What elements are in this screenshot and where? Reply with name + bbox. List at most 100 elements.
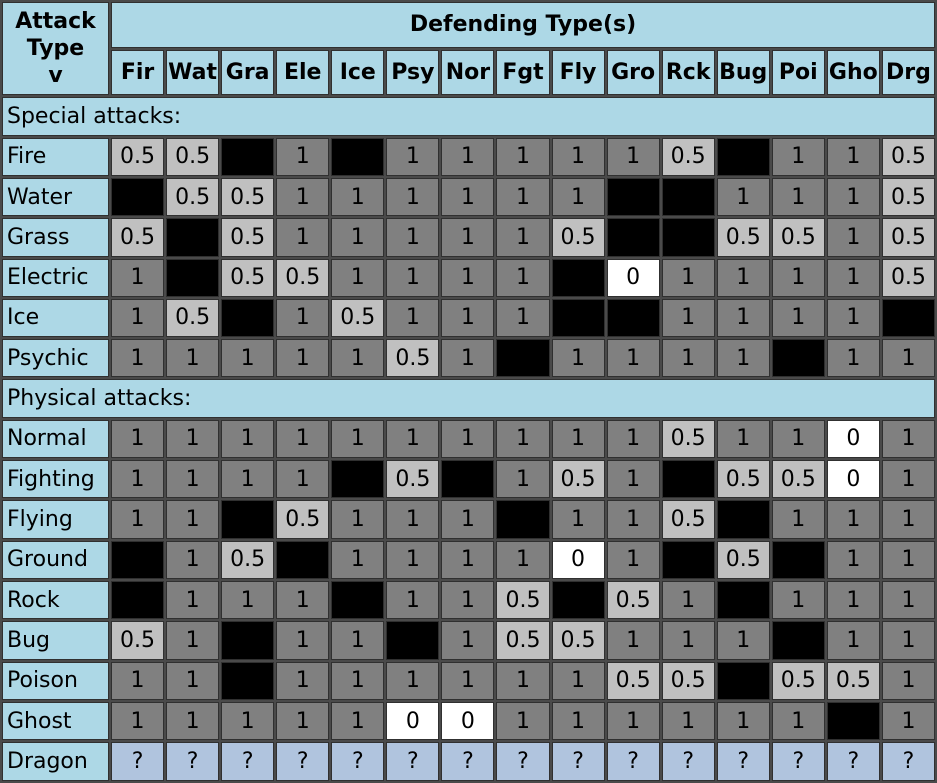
effectiveness-cell: 1 <box>826 298 880 338</box>
effectiveness-cell: 1 <box>496 298 550 338</box>
effectiveness-cell: 0.5 <box>166 298 220 338</box>
effectiveness-cell: 0.5 <box>551 218 605 257</box>
effectiveness-cell: 2 <box>826 702 880 741</box>
effectiveness-cell: 1 <box>441 137 495 176</box>
effectiveness-cell: 1 <box>276 298 330 338</box>
effectiveness-cell: 2 <box>551 581 605 620</box>
effectiveness-cell: 0.5 <box>771 460 825 499</box>
effectiveness-cell: 1 <box>331 419 385 459</box>
attack-type-label: Ground <box>2 540 109 580</box>
effectiveness-cell: 1 <box>441 621 495 660</box>
attack-type-row: Electric 1 2 0.5 0.5 1 1 1 1 2 0 1 1 1 1 0.5 <box>2 258 935 297</box>
effectiveness-cell: 1 <box>441 581 495 620</box>
effectiveness-cell: 1 <box>166 540 220 580</box>
effectiveness-cell: 0.5 <box>276 258 330 297</box>
effectiveness-cell: 1 <box>386 137 440 176</box>
effectiveness-cell: 2 <box>881 298 935 338</box>
effectiveness-cell: 1 <box>386 419 440 459</box>
effectiveness-cell: 1 <box>386 177 440 217</box>
effectiveness-cell: 1 <box>716 339 770 378</box>
effectiveness-cell: 2 <box>661 218 715 257</box>
effectiveness-cell: 1 <box>441 500 495 539</box>
effectiveness-cell: 0.5 <box>661 500 715 539</box>
effectiveness-cell: 0.5 <box>661 661 715 701</box>
effectiveness-cell: 1 <box>881 661 935 701</box>
effectiveness-cell: 0 <box>606 258 660 297</box>
defending-type-header: Gra <box>221 49 275 96</box>
effectiveness-cell: 1 <box>826 581 880 620</box>
attack-type-row: Bug 0.5 1 2 1 1 2 1 0.5 0.5 1 1 1 2 1 1 <box>2 621 935 660</box>
effectiveness-cell: 1 <box>661 621 715 660</box>
effectiveness-cell: 1 <box>826 540 880 580</box>
effectiveness-cell: 2 <box>111 581 165 620</box>
effectiveness-cell: 1 <box>166 500 220 539</box>
section-header-row: Physical attacks: <box>2 379 935 418</box>
effectiveness-cell: 1 <box>661 339 715 378</box>
effectiveness-cell: ? <box>441 742 495 781</box>
effectiveness-cell: 2 <box>661 177 715 217</box>
effectiveness-cell: 2 <box>276 540 330 580</box>
effectiveness-cell: 1 <box>441 339 495 378</box>
effectiveness-cell: 1 <box>661 702 715 741</box>
effectiveness-cell: 0.5 <box>771 218 825 257</box>
effectiveness-cell: 1 <box>716 258 770 297</box>
effectiveness-cell: 1 <box>441 258 495 297</box>
attack-type-label: Dragon <box>2 742 109 781</box>
effectiveness-cell: 1 <box>331 500 385 539</box>
effectiveness-cell: 1 <box>441 661 495 701</box>
effectiveness-cell: 0.5 <box>661 419 715 459</box>
effectiveness-cell: 1 <box>606 500 660 539</box>
attack-type-label: Grass <box>2 218 109 257</box>
effectiveness-cell: 2 <box>661 540 715 580</box>
effectiveness-cell: 0.5 <box>881 218 935 257</box>
defending-types-title: Defending Type(s) <box>111 2 935 48</box>
effectiveness-cell: 1 <box>716 298 770 338</box>
defending-type-header: Gho <box>826 49 880 96</box>
defending-type-header-row: Fir Wat Gra Ele Ice Psy Nor Fgt Fly Gro Rck Bug Poi G… <box>2 49 935 96</box>
defending-type-header: Fgt <box>496 49 550 96</box>
effectiveness-cell: 1 <box>386 218 440 257</box>
effectiveness-cell: 1 <box>276 621 330 660</box>
defending-type-header: Nor <box>441 49 495 96</box>
effectiveness-cell: ? <box>606 742 660 781</box>
attack-type-row: Psychic 1 1 1 1 1 0.5 1 2 1 1 1 1 2 1 1 <box>2 339 935 378</box>
effectiveness-cell: 2 <box>386 621 440 660</box>
effectiveness-cell: 1 <box>386 540 440 580</box>
attack-type-row: Poison 1 1 2 1 1 1 1 1 1 0.5 0.5 2 0.5 0.5 1 <box>2 661 935 701</box>
effectiveness-cell: 0.5 <box>661 137 715 176</box>
effectiveness-cell: 2 <box>331 581 385 620</box>
effectiveness-cell: 0.5 <box>111 621 165 660</box>
effectiveness-cell: 1 <box>881 702 935 741</box>
effectiveness-cell: 1 <box>881 460 935 499</box>
effectiveness-cell: 1 <box>386 500 440 539</box>
effectiveness-cell: 1 <box>276 218 330 257</box>
effectiveness-cell: 2 <box>716 137 770 176</box>
effectiveness-cell: 1 <box>826 258 880 297</box>
attack-type-corner-header: Attack Type v <box>2 2 109 96</box>
effectiveness-cell: 1 <box>826 218 880 257</box>
attack-type-label: Water <box>2 177 109 217</box>
effectiveness-cell: 2 <box>221 621 275 660</box>
effectiveness-cell: 1 <box>826 177 880 217</box>
effectiveness-cell: 1 <box>331 702 385 741</box>
effectiveness-cell: 1 <box>386 581 440 620</box>
effectiveness-cell: 1 <box>386 298 440 338</box>
effectiveness-cell: 1 <box>771 258 825 297</box>
effectiveness-cell: 1 <box>551 419 605 459</box>
attack-type-label: Rock <box>2 581 109 620</box>
effectiveness-cell: 1 <box>111 500 165 539</box>
effectiveness-cell: ? <box>276 742 330 781</box>
effectiveness-cell: 1 <box>771 137 825 176</box>
effectiveness-cell: 0.5 <box>881 137 935 176</box>
attack-type-label: Fighting <box>2 460 109 499</box>
effectiveness-cell: 0.5 <box>881 177 935 217</box>
section-header-row: Special attacks: <box>2 97 935 136</box>
attack-type-row: Fire 0.5 0.5 2 1 2 1 1 1 1 1 0.5 2 1 1 0.5 <box>2 137 935 176</box>
effectiveness-cell: 1 <box>551 661 605 701</box>
defending-type-header: Gro <box>606 49 660 96</box>
effectiveness-cell: 2 <box>111 177 165 217</box>
effectiveness-cell: 0.5 <box>166 137 220 176</box>
effectiveness-cell: 1 <box>496 258 550 297</box>
effectiveness-cell: 1 <box>496 218 550 257</box>
effectiveness-cell: 1 <box>826 621 880 660</box>
